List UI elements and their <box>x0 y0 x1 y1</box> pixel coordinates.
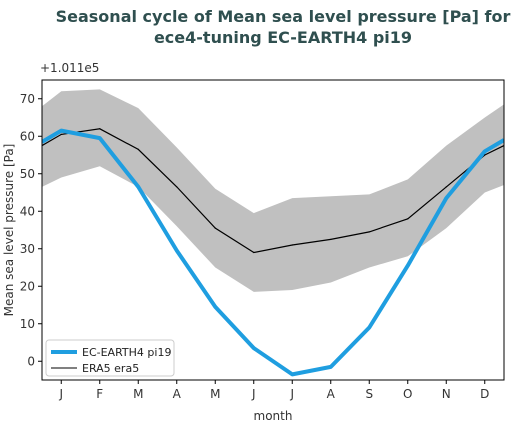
y-tick-label: 20 <box>20 279 35 293</box>
y-axis-label: Mean sea level pressure [Pa] <box>2 144 16 317</box>
ece-earth4-point <box>406 264 410 268</box>
era5-point <box>214 227 216 229</box>
era5-point <box>445 186 447 188</box>
ece-earth4-point <box>367 326 371 329</box>
era5-line <box>42 128 504 254</box>
y-tick-label: 0 <box>27 354 35 368</box>
legend-label-era5: ERA5 era5 <box>82 362 139 375</box>
chart-title-line2: ece4-tuning EC-EARTH4 pi19 <box>154 28 412 47</box>
legend: EC-EARTH4 pi19 ERA5 era5 <box>45 339 175 377</box>
x-tick-label: D <box>480 387 489 401</box>
ece-earth4-point <box>290 372 294 376</box>
era5-point <box>368 231 370 233</box>
plot-area <box>42 89 504 377</box>
x-tick-label: A <box>173 387 182 401</box>
ece-earth4-point <box>252 346 256 350</box>
plot-frame <box>41 79 505 381</box>
x-tick-label: J <box>289 387 294 401</box>
y-tick-label: 10 <box>20 317 35 331</box>
era5-point <box>407 218 409 220</box>
y-axis-ticks: 0 10 20 30 40 50 60 70 <box>20 92 42 368</box>
x-tick-label: F <box>96 387 103 401</box>
y-tick-label: 40 <box>20 204 35 218</box>
era5-point <box>176 186 178 188</box>
y-tick-label: 60 <box>20 129 35 143</box>
x-tick-label: N <box>442 387 451 401</box>
x-axis-label: month <box>254 409 293 423</box>
ece-earth4-point <box>329 365 333 369</box>
ece-earth4-point <box>98 136 102 140</box>
era5-point <box>330 238 332 240</box>
era5-point <box>99 128 101 130</box>
era5-spread-band <box>42 89 504 292</box>
ece-earth4-point <box>175 249 179 253</box>
ece-earth4-point <box>444 196 448 200</box>
y-tick-label: 30 <box>20 242 35 256</box>
plot-series <box>42 89 504 377</box>
x-tick-label: O <box>403 387 412 401</box>
y-tick-label: 70 <box>20 92 35 106</box>
era5-point <box>291 244 293 246</box>
ece-earth4-point <box>483 149 487 153</box>
y-offset-label: +1.011e5 <box>40 61 99 75</box>
era5-point <box>137 148 139 150</box>
ece-earth4-line <box>42 128 504 377</box>
ece-earth4-point <box>59 129 63 133</box>
era5-point <box>60 133 62 135</box>
chart-title-line1: Seasonal cycle of Mean sea level pressur… <box>56 7 511 26</box>
ece-earth4-point <box>136 185 140 189</box>
legend-label-ece: EC-EARTH4 pi19 <box>82 346 171 359</box>
x-tick-label: A <box>327 387 336 401</box>
y-tick-label: 50 <box>20 167 35 181</box>
legend-box <box>45 339 175 377</box>
x-tick-label: M <box>210 387 220 401</box>
ece-earth4-point <box>213 305 217 309</box>
era5-point <box>253 251 255 254</box>
x-tick-label: S <box>365 387 373 401</box>
x-tick-label: J <box>251 387 256 401</box>
era5-point <box>484 154 486 156</box>
x-tick-label: J <box>58 387 63 401</box>
x-tick-label: M <box>133 387 143 401</box>
